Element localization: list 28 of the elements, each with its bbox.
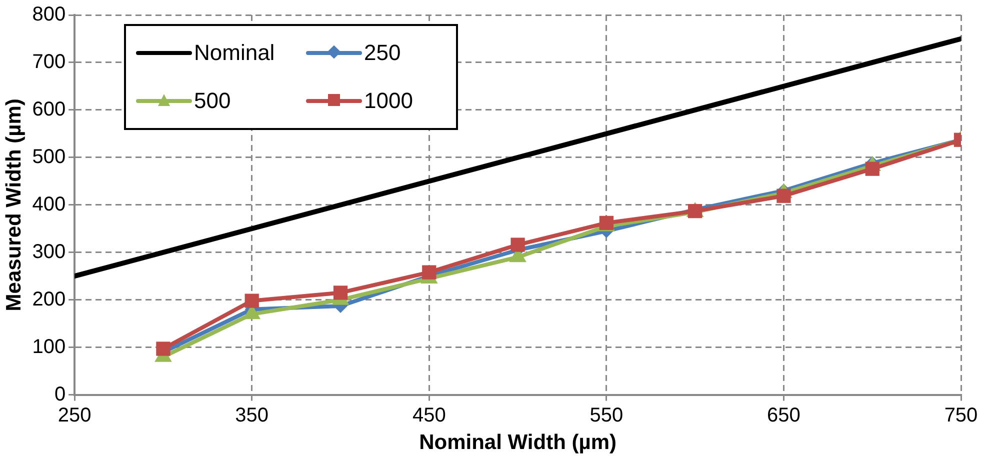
y-tick-label: 500 [32, 146, 66, 168]
x-tick-label: 750 [944, 404, 978, 426]
x-tick-label: 450 [412, 404, 446, 426]
y-axis-title: Measured Width (µm) [2, 98, 26, 312]
legend-label: 500 [194, 88, 231, 114]
y-tick-label: 400 [32, 193, 66, 216]
y-tick-label: 600 [32, 98, 66, 120]
point [865, 162, 880, 176]
y-tick-label: 0 [54, 383, 66, 406]
y-tick-label: 700 [32, 50, 66, 73]
point [156, 342, 170, 356]
point [333, 286, 348, 300]
point [510, 238, 525, 252]
y-tick-label: 800 [32, 4, 66, 26]
legend-label: 1000 [364, 88, 413, 114]
y-tick-label: 100 [32, 336, 66, 358]
y-tick-label: 300 [32, 240, 66, 263]
point [776, 188, 791, 203]
y-tick-label: 200 [32, 288, 66, 310]
x-tick-label: 350 [235, 404, 269, 426]
point [244, 294, 259, 308]
legend-label: 250 [364, 40, 401, 66]
x-axis-title: Nominal Width (µm) [419, 431, 616, 454]
legend-label: Nominal [194, 40, 275, 66]
point [422, 265, 436, 280]
x-tick-label: 250 [58, 404, 92, 426]
x-tick-label: 550 [590, 404, 624, 426]
x-tick-label: 650 [767, 404, 800, 426]
